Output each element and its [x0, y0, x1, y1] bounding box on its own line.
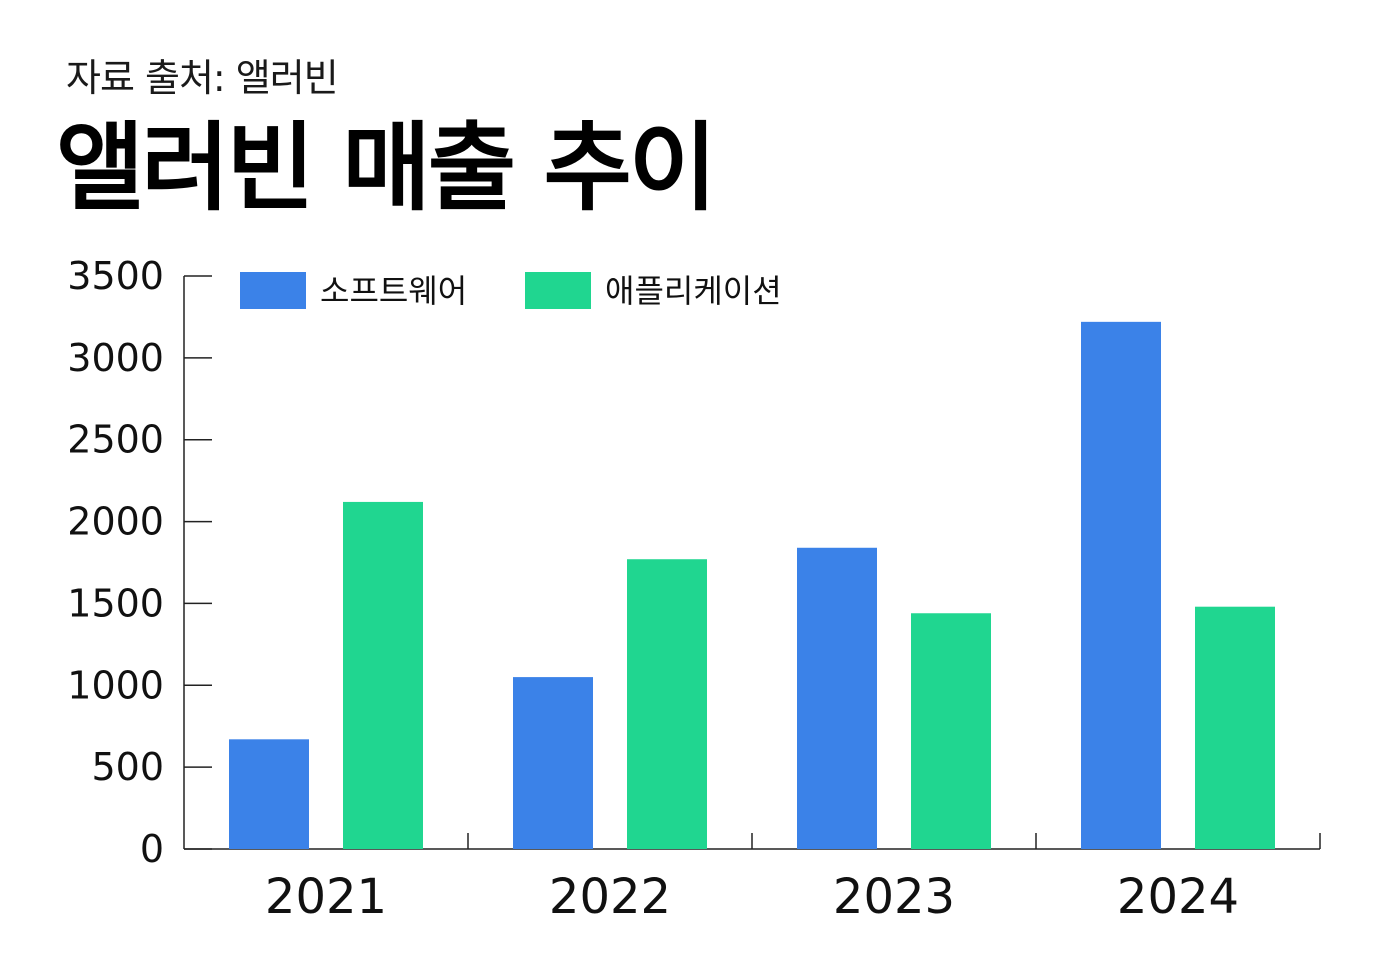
legend-label: 소프트웨어 [320, 272, 467, 310]
y-tick-label: 3000 [67, 336, 164, 380]
bar-software [1081, 321, 1161, 850]
bar-application [911, 613, 991, 849]
y-tick-label: 2500 [67, 418, 164, 462]
y-tick-label: 500 [91, 745, 164, 789]
y-tick-label: 1500 [67, 581, 164, 625]
bar-application [343, 501, 423, 849]
x-axis: 2021 2022 2023 2024 [184, 833, 1321, 925]
y-tick-label: 0 [140, 827, 164, 871]
bar-software [797, 547, 877, 849]
x-category-label: 2024 [1117, 869, 1239, 925]
y-tick-label: 3500 [67, 254, 164, 298]
chart-title: 앨러빈 매출 추이 [56, 112, 717, 224]
bar-software [513, 677, 593, 849]
y-axis: 0 500 1000 1500 2000 2500 3000 3500 [67, 254, 212, 871]
x-category-label: 2021 [265, 869, 387, 925]
chart-source: 자료 출처: 앨러빈 [66, 56, 339, 100]
legend-swatch [525, 272, 591, 309]
x-category-label: 2022 [549, 869, 671, 925]
bar-software [229, 739, 309, 849]
legend-swatch [240, 272, 306, 309]
bars [229, 321, 1275, 850]
x-category-label: 2023 [833, 869, 955, 925]
y-tick-label: 2000 [67, 500, 164, 544]
legend: 소프트웨어 애플리케이션 [240, 272, 782, 310]
bar-application [1195, 606, 1275, 849]
bar-application [627, 559, 707, 849]
y-tick-label: 1000 [67, 663, 164, 707]
legend-label: 애플리케이션 [605, 272, 782, 310]
